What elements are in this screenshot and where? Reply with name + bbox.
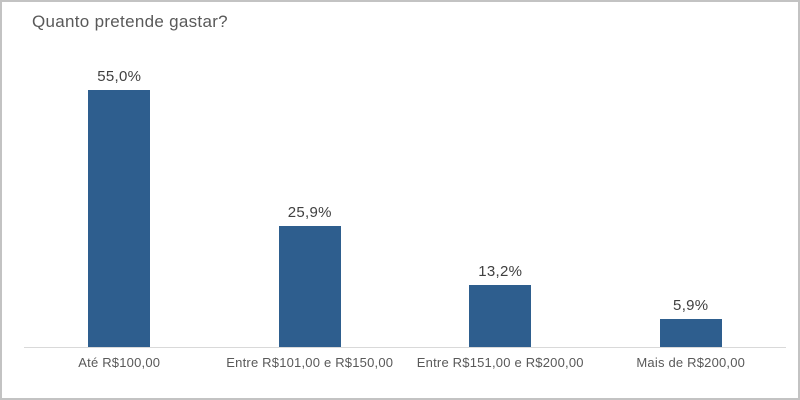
bar [659, 319, 722, 347]
category-axis-labels: Até R$100,00 Entre R$101,00 e R$150,00 Ent… [24, 355, 786, 370]
bar-slot: 55,0% [24, 68, 215, 347]
bar-slot: 5,9% [596, 297, 787, 347]
bar-value-label: 13,2% [478, 263, 523, 280]
category-label: Mais de R$200,00 [636, 355, 746, 370]
bar-slot: 13,2% [405, 263, 596, 347]
bar-value-label: 5,9% [673, 297, 709, 314]
bar [469, 285, 532, 347]
category-label: Entre R$151,00 e R$200,00 [416, 355, 584, 370]
category-label: Até R$100,00 [78, 355, 161, 370]
bar [88, 90, 151, 347]
bar-slot: 25,9% [215, 204, 406, 347]
category-label: Entre R$101,00 e R$150,00 [226, 355, 394, 370]
bars-container: 55,0% 25,9% 13,2% 5,9% [24, 2, 786, 347]
plot-area: 55,0% 25,9% 13,2% 5,9% Até R$100,00 Entre R$… [24, 2, 786, 398]
bar-value-label: 55,0% [97, 68, 142, 85]
chart-title: Quanto pretende gastar? [32, 12, 228, 31]
bar-value-label: 25,9% [287, 204, 332, 221]
x-axis-line [24, 347, 786, 348]
bar [278, 226, 341, 347]
